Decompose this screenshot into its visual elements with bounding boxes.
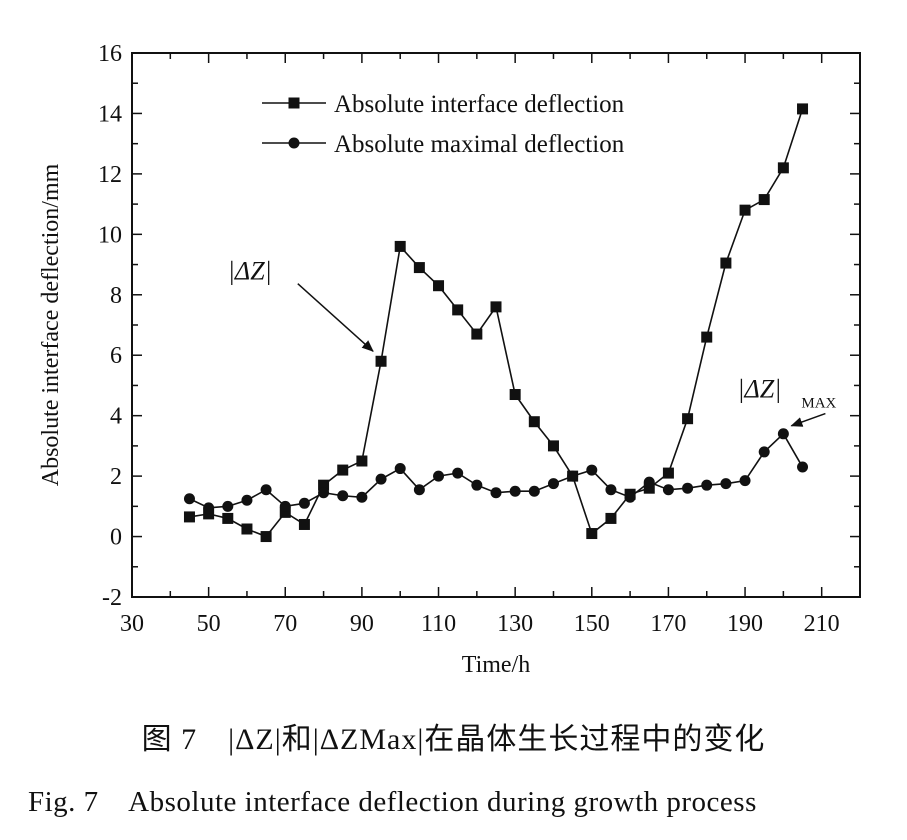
data-point-square <box>720 257 732 269</box>
data-point-square <box>682 413 694 425</box>
data-point-circle <box>298 497 310 509</box>
x-tick-label: 190 <box>727 611 763 637</box>
data-point-circle <box>777 428 789 440</box>
y-tick-label: -2 <box>102 585 122 611</box>
y-axis-title: Absolute interface deflection/mm <box>38 163 64 486</box>
data-point-square <box>509 389 521 401</box>
data-point-circle <box>452 467 464 479</box>
data-point-circle <box>318 487 330 499</box>
data-point-square <box>298 518 310 530</box>
data-point-circle <box>413 484 425 496</box>
x-tick-label: 130 <box>497 611 533 637</box>
y-tick-label: 10 <box>98 222 122 248</box>
data-point-square <box>279 506 291 518</box>
x-tick-label: 50 <box>197 611 221 637</box>
data-point-circle <box>643 476 655 488</box>
legend-label-1: Absolute interface deflection <box>334 91 625 118</box>
data-point-square <box>318 479 330 491</box>
data-point-square <box>183 511 195 523</box>
y-tick-label: 4 <box>110 404 122 430</box>
data-point-circle <box>739 475 751 487</box>
data-point-square <box>203 508 215 520</box>
x-tick-label: 110 <box>421 611 456 637</box>
y-tick-label: 14 <box>98 101 122 127</box>
data-point-circle <box>183 493 195 505</box>
annotation-label-1: |ΔZ| <box>228 257 272 286</box>
data-point-circle <box>624 491 636 503</box>
data-point-square <box>586 528 598 540</box>
data-point-circle <box>260 484 272 496</box>
data-point-circle <box>203 502 215 514</box>
data-point-square <box>758 194 770 206</box>
data-point-square <box>643 482 655 494</box>
data-point-square <box>413 262 425 274</box>
data-point-square <box>356 455 368 467</box>
data-point-square <box>605 512 617 524</box>
data-point-circle <box>375 473 387 485</box>
figure-caption-english: Fig. 7 Absolute interface deflection dur… <box>28 786 757 818</box>
data-point-circle <box>605 484 617 496</box>
data-point-square <box>394 240 406 252</box>
data-point-square <box>528 416 540 428</box>
data-point-circle <box>279 500 291 512</box>
annotation-subscript-2: MAX <box>801 396 836 412</box>
data-point-circle <box>356 491 368 503</box>
y-tick-label: 2 <box>110 464 122 490</box>
x-tick-label: 210 <box>804 611 840 637</box>
data-point-square <box>797 103 809 115</box>
series-line-1 <box>189 108 804 538</box>
data-point-square <box>471 328 483 340</box>
data-point-circle <box>567 470 579 482</box>
y-tick-label: 6 <box>110 343 122 369</box>
data-point-square <box>241 523 253 535</box>
data-point-circle <box>241 494 253 506</box>
y-tick-label: 8 <box>110 283 122 309</box>
data-point-circle <box>701 479 713 491</box>
legend-marker-square <box>288 97 300 109</box>
data-point-circle <box>394 463 406 475</box>
x-tick-label: 70 <box>273 611 297 637</box>
data-point-circle <box>528 485 540 497</box>
legend-marker-circle <box>288 137 300 149</box>
x-tick-label: 150 <box>574 611 610 637</box>
data-point-square <box>452 304 464 316</box>
data-point-circle <box>471 479 483 491</box>
data-point-square <box>260 531 272 543</box>
data-point-square <box>739 204 751 216</box>
data-point-square <box>701 331 713 343</box>
data-point-circle <box>586 464 598 476</box>
data-point-square <box>433 280 445 292</box>
data-point-square <box>777 162 789 174</box>
annotation-arrow-1 <box>297 283 374 352</box>
data-point-circle <box>222 500 234 512</box>
data-point-circle <box>797 461 809 473</box>
data-point-square <box>662 467 674 479</box>
figure-caption-chinese: 图 7 |ΔZ|和|ΔZMax|在晶体生长过程中的变化 <box>141 723 766 756</box>
data-point-circle <box>433 470 445 482</box>
data-point-circle <box>547 478 559 490</box>
x-tick-label: 30 <box>120 611 144 637</box>
x-tick-label: 170 <box>650 611 686 637</box>
data-point-circle <box>758 446 770 458</box>
data-point-circle <box>509 485 521 497</box>
data-point-circle <box>662 484 674 496</box>
data-point-square <box>547 440 559 452</box>
y-tick-label: 12 <box>98 162 122 188</box>
annotation-arrow-2 <box>790 412 826 427</box>
data-point-square <box>337 464 349 476</box>
data-point-square <box>490 301 502 313</box>
data-point-circle <box>490 487 502 499</box>
chart: 30 50 70 90 110 130 150 170 190 210 -2 0 2 4 6 8 10 12 14 1… <box>38 41 861 678</box>
data-point-square <box>375 355 387 367</box>
data-point-circle <box>682 482 694 494</box>
legend-label-2: Absolute maximal deflection <box>334 131 625 158</box>
data-point-circle <box>337 490 349 502</box>
x-axis-title: Time/h <box>462 652 530 678</box>
x-tick-label: 90 <box>350 611 374 637</box>
y-tick-label: 16 <box>98 41 122 67</box>
data-point-square <box>222 512 234 524</box>
annotation-label-2: |ΔZ| <box>737 375 781 404</box>
data-point-circle <box>720 478 732 490</box>
y-tick-label: 0 <box>110 525 122 551</box>
